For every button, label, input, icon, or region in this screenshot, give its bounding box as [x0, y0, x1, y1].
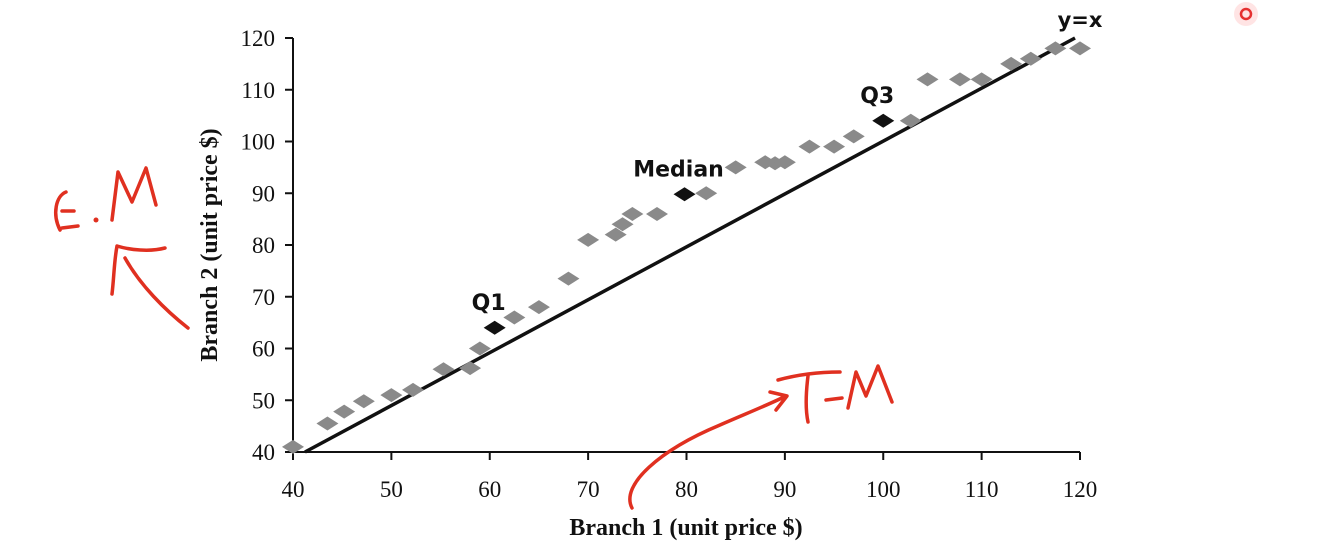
x-tick-label: 120 — [1063, 477, 1098, 502]
handwritten-m2-stroke — [846, 364, 894, 410]
data-point — [282, 439, 304, 454]
data-point — [557, 271, 580, 286]
handwritten-m-stroke — [110, 166, 158, 222]
data-point — [1044, 41, 1067, 56]
data-point — [611, 217, 634, 232]
x-tick-label: 80 — [675, 477, 698, 502]
highlighted-point-q3 — [872, 113, 895, 128]
cursor-glow — [1234, 2, 1258, 26]
x-axis-title: Branch 1 (unit price $) — [569, 515, 802, 541]
x-tick-label: 70 — [577, 477, 600, 502]
highlight-label-q3: Q3 — [860, 84, 894, 109]
data-point — [604, 227, 627, 242]
x-tick-label: 50 — [380, 477, 403, 502]
data-point — [380, 388, 403, 403]
data-point — [823, 139, 846, 154]
handwritten-arrow-up — [110, 244, 190, 330]
data-point — [645, 206, 668, 221]
data-point — [916, 72, 939, 87]
data-point — [1000, 56, 1023, 71]
highlighted-points: Q1 Median Q3 — [472, 84, 895, 335]
handwritten-dash — [824, 396, 844, 402]
handwritten-em — [54, 166, 190, 330]
data-point — [773, 155, 796, 170]
handwritten-t-stroke — [776, 370, 842, 424]
x-tick-label: 60 — [478, 477, 501, 502]
data-point — [352, 394, 375, 409]
data-point — [402, 382, 425, 397]
data-point — [527, 300, 550, 315]
handwritten-arrow-right — [628, 390, 789, 510]
reference-line-group: y=x — [304, 8, 1103, 454]
data-point — [695, 186, 718, 201]
data-point — [316, 416, 339, 431]
data-point — [948, 72, 971, 87]
highlight-label-median: Median — [633, 157, 724, 182]
y-tick-label: 120 — [241, 26, 276, 51]
y-tick-label: 100 — [241, 130, 276, 155]
data-point — [798, 139, 821, 154]
y-tick-label: 110 — [241, 78, 275, 103]
data-point — [842, 129, 865, 144]
handwritten-e-stroke — [54, 190, 80, 232]
data-point — [1019, 51, 1042, 66]
data-point — [333, 404, 356, 419]
data-point — [724, 160, 747, 175]
y-axis-title: Branch 2 (unit price $) — [197, 128, 223, 361]
data-point — [468, 341, 491, 356]
axis-ticks: 40 50 60 70 80 90 100 110 120 40 50 60 70 80 90 100 110 1… — [241, 26, 1098, 502]
x-tick-label: 40 — [282, 477, 305, 502]
x-tick-label: 90 — [773, 477, 796, 502]
highlighted-point-q1 — [483, 320, 506, 335]
handwritten-tm — [628, 364, 894, 510]
highlighted-point-median — [673, 187, 696, 202]
data-point — [970, 72, 993, 87]
reference-line-label: y=x — [1058, 8, 1103, 32]
handwritten-dot — [93, 217, 99, 223]
x-tick-label: 100 — [866, 477, 901, 502]
data-point — [577, 232, 600, 247]
data-point — [432, 362, 455, 377]
y-tick-label: 80 — [252, 233, 275, 258]
data-point — [621, 206, 644, 221]
y-tick-label: 90 — [252, 181, 275, 206]
data-points — [282, 41, 1091, 454]
cursor-dot — [1239, 7, 1253, 21]
x-tick-label: 110 — [965, 477, 999, 502]
highlight-label-q1: Q1 — [472, 291, 506, 316]
data-point — [1069, 41, 1091, 56]
data-point — [899, 113, 922, 128]
reference-line-y-equals-x — [304, 36, 1076, 454]
data-point — [459, 361, 482, 376]
data-point — [503, 310, 526, 325]
y-tick-label: 50 — [252, 388, 275, 413]
handwritten-annotations — [54, 166, 894, 510]
y-tick-label: 60 — [252, 337, 275, 362]
cursor-indicator — [1234, 2, 1258, 26]
y-tick-label: 40 — [252, 440, 275, 465]
y-tick-label: 70 — [252, 285, 275, 310]
